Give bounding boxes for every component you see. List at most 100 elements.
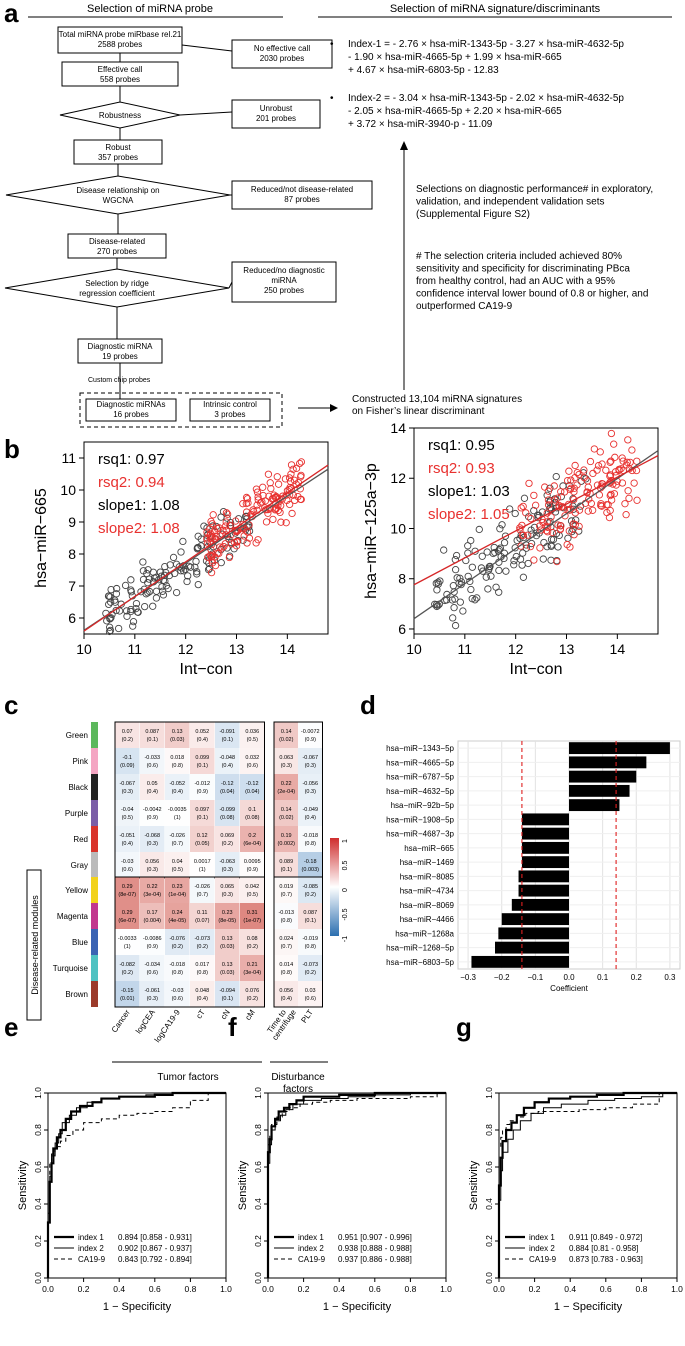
data-point-series2 [567, 476, 575, 484]
y-tick-label: 0.2 [33, 1235, 43, 1247]
heatmap-cell [240, 903, 265, 929]
column-label: logCEA [134, 1007, 157, 1035]
data-point-series2 [590, 445, 598, 453]
legend-auc: 0.843 [0.792 - 0.894] [118, 1255, 192, 1264]
flow-box [57, 26, 183, 54]
data-point-series1 [502, 567, 510, 575]
heatmap-cell [298, 929, 323, 955]
module-name: Turquoise [53, 964, 89, 973]
y-tick-label: 1.0 [33, 1087, 43, 1099]
heatmap-cell [165, 852, 190, 878]
data-point-series1 [193, 568, 201, 576]
x-tick-label: 0.4 [113, 1284, 125, 1294]
heatmap-cell [115, 774, 140, 800]
x-tick-label: 0.0 [563, 973, 575, 982]
data-point-series1 [223, 514, 231, 522]
data-point-series2 [222, 509, 231, 517]
data-point-series2 [254, 493, 262, 501]
data-point-series1 [547, 542, 556, 550]
legend-series-name: index 1 [78, 1233, 104, 1242]
cell-value: 0.089 [279, 859, 293, 865]
module-name: Red [73, 835, 88, 844]
heatmap-cell [140, 981, 165, 1007]
heatmap-cell [115, 903, 140, 929]
data-point-series2 [589, 469, 597, 478]
data-point-series2 [211, 561, 220, 570]
flow-connector [179, 111, 233, 116]
cell-pvalue: (8e-07) [118, 892, 136, 898]
flow-box-text: 558 probes [100, 75, 140, 84]
data-point-series2 [207, 569, 216, 577]
data-point-series1 [145, 575, 153, 583]
panel-label-g: g [456, 1012, 472, 1042]
cell-pvalue: (0.8) [281, 970, 292, 976]
data-point-series1 [114, 624, 123, 633]
cell-value: -0.03 [121, 859, 134, 865]
bar-category-label: hsa−miR−92b−5p [391, 801, 455, 810]
y-tick-label: 11 [61, 450, 76, 466]
cell-value: 0.014 [279, 962, 293, 968]
cell-pvalue: (0.04) [245, 789, 260, 795]
data-point-series1 [105, 627, 114, 636]
data-point-series2 [557, 522, 565, 530]
data-point-series2 [587, 499, 595, 508]
heatmap-cell [298, 722, 323, 748]
criteria-text: from healthy control, had an AUC with a … [416, 276, 615, 287]
data-point-series2 [541, 483, 549, 491]
data-point-series1 [133, 608, 142, 616]
data-point-series1 [139, 567, 148, 575]
data-point-series1 [191, 563, 199, 571]
data-point-series1 [192, 557, 200, 566]
data-point-series2 [553, 557, 561, 566]
selection-text: Selections on diagnostic performance# in… [416, 184, 653, 195]
heatmap-cell [298, 826, 323, 852]
heatmap-cell [115, 826, 140, 852]
x-axis-label: 1 − Specificity [323, 1301, 392, 1313]
cell-pvalue: (0.4) [305, 815, 316, 821]
cell-pvalue: (0.3) [305, 763, 316, 769]
x-tick-label: 0.8 [184, 1284, 196, 1294]
cell-pvalue: (0.1) [305, 918, 316, 924]
cell-pvalue: (0.05) [195, 841, 210, 847]
legend-auc: 0.937 [0.886 - 0.988] [338, 1255, 412, 1264]
y-tick-label: 10 [60, 482, 76, 498]
heatmap-cell [240, 748, 265, 774]
cell-pvalue: (0.4) [122, 841, 133, 847]
cell-value: -0.018 [302, 833, 318, 839]
data-point-series2 [526, 542, 535, 551]
cell-pvalue: (0.6) [305, 996, 316, 1002]
cell-value: -0.0086 [143, 936, 162, 942]
data-point-series2 [586, 457, 595, 466]
cell-pvalue: (1e-07) [243, 918, 261, 924]
cell-pvalue: (1) [199, 867, 206, 873]
heatmap-cell [165, 774, 190, 800]
data-point-series1 [226, 518, 235, 527]
data-point-series1 [451, 621, 460, 630]
bar-category-label: hsa−miR−1469 [400, 858, 455, 867]
y-axis-label: Sensitivity [237, 1160, 249, 1210]
heatmap-cell [215, 774, 240, 800]
data-point-series1 [436, 577, 444, 585]
cell-pvalue: (0.09) [120, 763, 135, 769]
column-label: logCA19-9 [153, 1008, 182, 1045]
panel-label-a: a [4, 0, 19, 28]
cell-pvalue: (0.7) [281, 944, 292, 950]
heatmap-cell [140, 852, 165, 878]
flow-box-text: Reduced/not disease-related [251, 185, 353, 194]
legend-auc: 0.902 [0.867 - 0.937] [118, 1244, 192, 1253]
cell-pvalue: (0.003) [302, 867, 320, 873]
data-point-series2 [203, 535, 211, 543]
data-point-series2 [543, 528, 552, 536]
x-tick-label: 14 [280, 641, 296, 657]
cell-pvalue: (0.6) [172, 996, 183, 1002]
stat-label: rsq2: 0.94 [98, 474, 165, 491]
flow-box-text: Intrinsic control [203, 400, 257, 409]
cell-value: -0.0033 [118, 936, 137, 942]
data-point-series1 [540, 538, 548, 547]
cell-value: 0.097 [195, 807, 209, 813]
column-label: Cancer [110, 1008, 132, 1035]
data-point-series1 [139, 558, 147, 566]
cell-value: 0.024 [279, 936, 293, 942]
arrow-head [400, 141, 408, 150]
cell-value: 0.11 [197, 910, 207, 916]
